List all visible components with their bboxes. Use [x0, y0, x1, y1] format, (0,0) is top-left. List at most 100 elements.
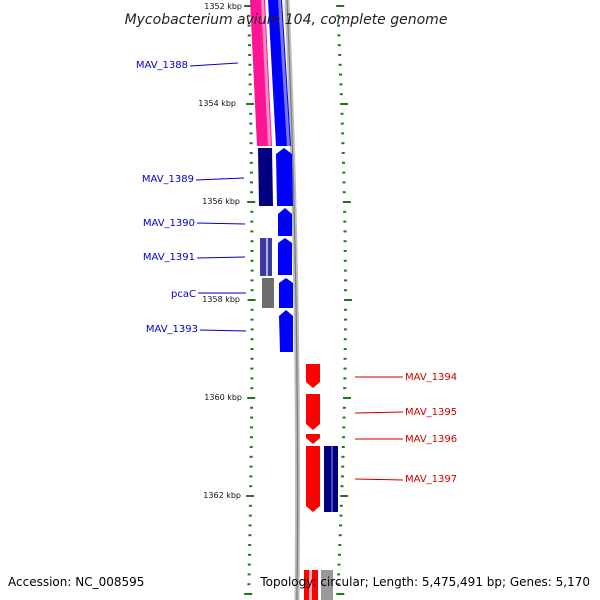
gene-label-mav-1391[interactable]: MAV_1391 — [143, 252, 195, 263]
tick-mark — [336, 14, 340, 17]
genome-summary: Topology: circular; Length: 5,475,491 bp… — [259, 575, 590, 589]
tick-mark — [249, 142, 253, 145]
labels-left: MAV_1388 MAV_1389 MAV_1390 MAV_1391 pcaC… — [136, 60, 247, 335]
tick-mark — [342, 171, 346, 174]
gene-mav-1396-reverse[interactable] — [306, 434, 320, 444]
tick-mark — [250, 289, 254, 292]
tick-mark — [249, 152, 253, 154]
gene-pcac-bar[interactable] — [262, 278, 274, 308]
tick-mark — [244, 593, 253, 595]
tick-mark — [342, 161, 345, 164]
tick-mark — [339, 83, 343, 86]
tick-mark — [341, 132, 345, 135]
tick-mark — [249, 455, 253, 458]
gene-label-mav-1394[interactable]: MAV_1394 — [405, 372, 457, 383]
leader-line — [196, 222, 246, 225]
tick-mark — [340, 475, 344, 478]
tick-mark — [336, 583, 340, 586]
tick-mark — [341, 152, 345, 154]
gene-label-mav-1396[interactable]: MAV_1396 — [405, 434, 457, 445]
tick-mark — [250, 338, 254, 341]
gene-pcac-forward[interactable] — [279, 278, 293, 308]
tick-mark — [250, 416, 254, 419]
tick-mark — [338, 544, 342, 546]
tick-mark — [340, 103, 349, 105]
tick-mark — [343, 397, 351, 399]
tick-mark — [248, 514, 252, 517]
tick-mark — [339, 93, 343, 96]
gene-mav-1397-reverse[interactable] — [306, 446, 320, 512]
tick-mark — [248, 534, 252, 537]
tick-mark — [343, 377, 347, 380]
tick-mark — [343, 367, 347, 370]
tick-mark — [250, 367, 254, 370]
tick-mark — [250, 230, 254, 233]
leader-line — [196, 256, 246, 259]
tick-mark — [250, 426, 253, 429]
tick-mark — [246, 103, 254, 105]
gene-mav-1390-forward[interactable] — [278, 208, 292, 236]
gene-label-mav-1393[interactable]: MAV_1393 — [146, 324, 198, 335]
tick-mark — [250, 406, 254, 409]
gene-mav-1389-bar[interactable] — [258, 148, 273, 206]
tick-mark — [341, 455, 345, 458]
tick-mark — [250, 259, 254, 262]
tick-mark — [343, 328, 347, 331]
gene-label-mav-1390[interactable]: MAV_1390 — [143, 218, 195, 229]
gene-mav-1389-forward[interactable] — [276, 148, 293, 206]
tick-mark — [336, 5, 345, 7]
tick-mark — [343, 259, 347, 262]
tick-mark — [339, 73, 342, 76]
tick-mark — [340, 495, 349, 497]
gene-mav-1395-reverse[interactable] — [306, 394, 320, 430]
tick-mark — [248, 44, 251, 47]
tick-mark — [339, 524, 343, 527]
scale-label: 1360 kbp — [204, 393, 242, 402]
genome-backbone-edge — [286, 0, 299, 600]
tick-mark — [343, 387, 347, 390]
tick-mark — [247, 201, 256, 203]
tick-row-right — [336, 5, 352, 595]
tick-mark — [248, 63, 252, 66]
tick-mark — [339, 514, 343, 517]
tick-mark — [248, 54, 252, 56]
tick-mark — [338, 534, 342, 537]
tick-mark — [247, 14, 251, 17]
tick-mark — [249, 475, 253, 478]
gene-mav-1391-highlight — [266, 238, 268, 276]
tick-mark — [250, 328, 254, 331]
gene-stub-red-highlight — [309, 570, 312, 600]
tick-mark — [341, 465, 345, 468]
tick-mark — [342, 201, 351, 203]
tick-mark — [250, 387, 254, 390]
tick-mark — [250, 318, 254, 321]
tick-mark — [244, 5, 253, 7]
gene-mav-1394-reverse[interactable] — [306, 364, 320, 388]
tick-mark — [341, 446, 345, 448]
gene-stub-left — [321, 570, 333, 600]
tick-mark — [249, 446, 253, 448]
scale-label: 1352 kbp — [204, 2, 242, 11]
gene-label-pcac[interactable]: pcaC — [171, 289, 196, 300]
tick-mark — [249, 161, 253, 164]
gene-label-mav-1395[interactable]: MAV_1395 — [405, 407, 457, 418]
tick-mark — [247, 583, 251, 586]
gene-label-mav-1388[interactable]: MAV_1388 — [136, 60, 188, 71]
gene-mav-1393-forward[interactable] — [279, 310, 293, 352]
tick-mark — [337, 24, 340, 27]
tick-mark — [247, 397, 256, 399]
tick-mark — [248, 93, 252, 96]
gene-mav-1391-forward[interactable] — [278, 238, 292, 275]
tick-mark — [343, 230, 347, 233]
tick-mark — [250, 191, 254, 194]
gene-label-mav-1389[interactable]: MAV_1389 — [142, 174, 194, 185]
tick-mark — [248, 553, 251, 556]
tick-mark — [344, 318, 347, 321]
gene-label-mav-1397[interactable]: MAV_1397 — [405, 474, 457, 485]
gene-track-reverse — [304, 364, 338, 600]
tick-mark — [249, 485, 253, 488]
tick-mark — [337, 553, 341, 556]
gene-track-left — [250, 0, 333, 600]
tick-mark — [247, 563, 251, 566]
